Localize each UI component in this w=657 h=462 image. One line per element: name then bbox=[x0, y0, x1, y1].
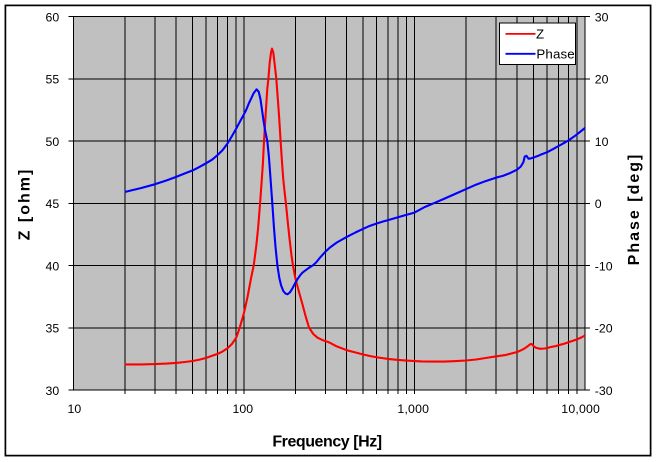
svg-text:Frequency [Hz]: Frequency [Hz] bbox=[272, 434, 381, 451]
svg-text:10: 10 bbox=[68, 402, 82, 416]
svg-text:30: 30 bbox=[595, 10, 609, 24]
svg-text:-10: -10 bbox=[595, 259, 613, 273]
svg-text:45: 45 bbox=[46, 197, 60, 211]
svg-text:Phase [deg]: Phase [deg] bbox=[626, 153, 643, 266]
svg-text:55: 55 bbox=[46, 73, 60, 87]
svg-text:-30: -30 bbox=[595, 384, 613, 398]
svg-text:0: 0 bbox=[595, 197, 602, 211]
svg-text:10: 10 bbox=[595, 135, 609, 149]
svg-text:20: 20 bbox=[595, 73, 609, 87]
svg-text:40: 40 bbox=[46, 259, 60, 273]
svg-text:10,000: 10,000 bbox=[561, 402, 600, 416]
svg-text:1,000: 1,000 bbox=[397, 402, 429, 416]
svg-text:30: 30 bbox=[46, 384, 60, 398]
svg-text:Phase: Phase bbox=[536, 47, 574, 62]
svg-text:Z: Z bbox=[536, 27, 544, 42]
svg-text:50: 50 bbox=[46, 135, 60, 149]
svg-text:100: 100 bbox=[233, 402, 254, 416]
svg-text:35: 35 bbox=[46, 322, 60, 336]
svg-text:Z [ohm]: Z [ohm] bbox=[17, 168, 34, 241]
svg-text:-20: -20 bbox=[595, 322, 613, 336]
svg-text:60: 60 bbox=[46, 10, 60, 24]
